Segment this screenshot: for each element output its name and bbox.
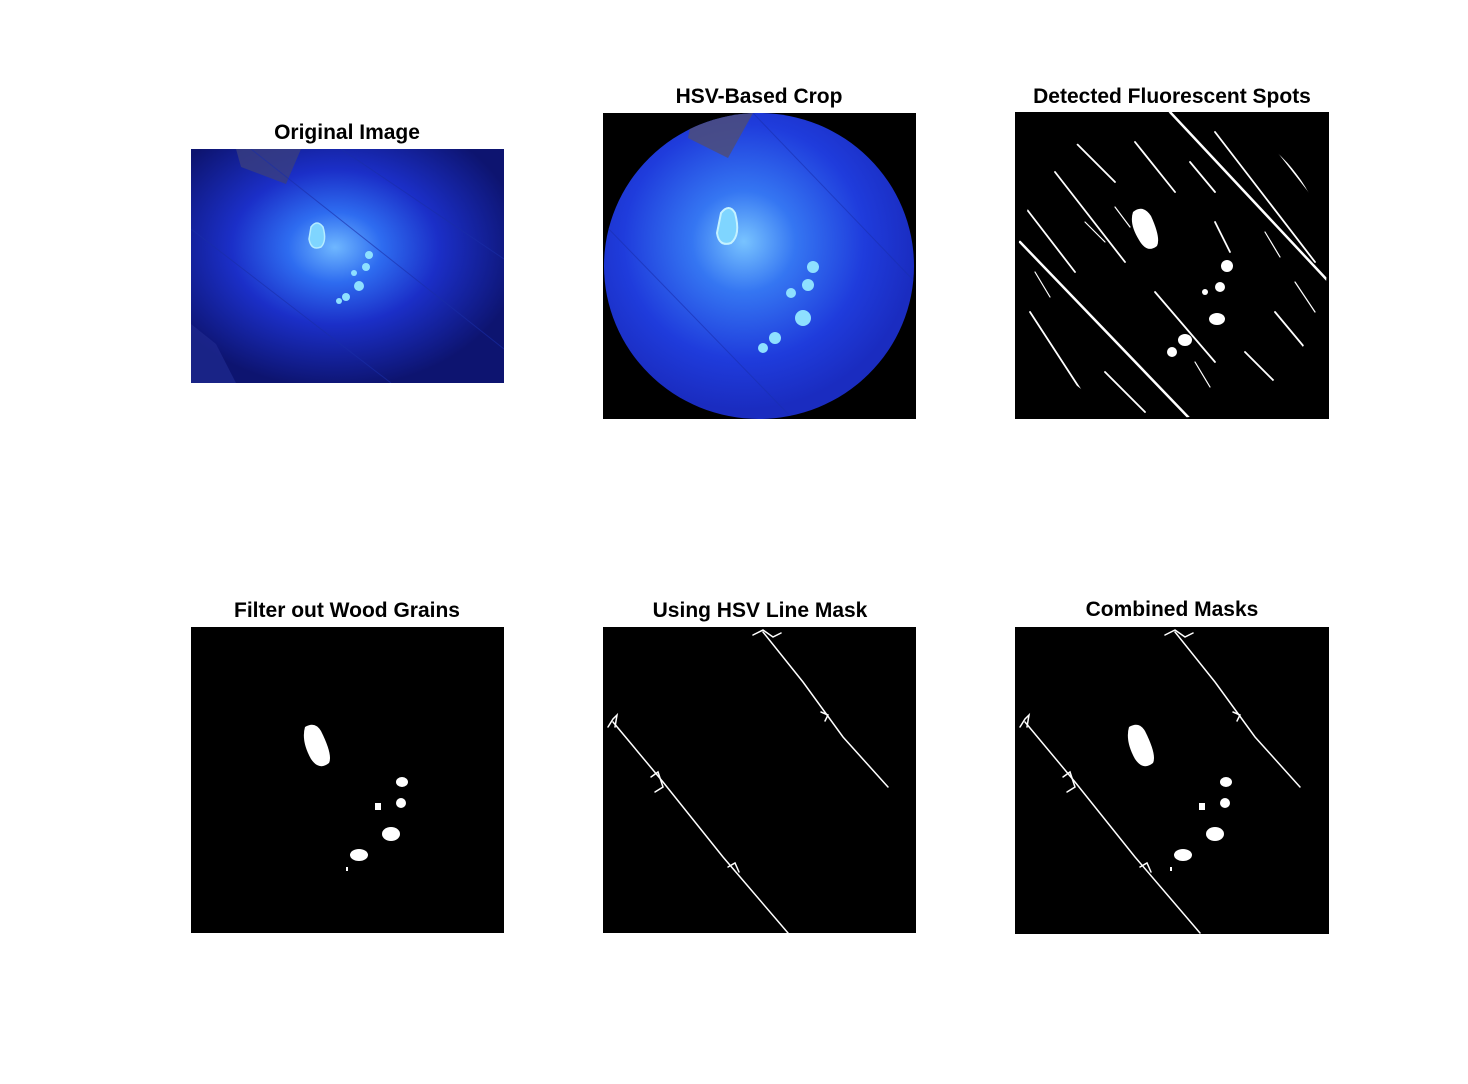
combined-masks-image	[1015, 627, 1329, 934]
hsv-based-crop-image	[603, 113, 916, 419]
filter-out-wood-grains-image	[191, 627, 504, 933]
original-image	[191, 149, 504, 383]
panel-title-combined-masks: Combined Masks	[1085, 598, 1259, 621]
panel-title-using-hsv-line-mask: Using HSV Line Mask	[652, 599, 868, 622]
panel-title-original-image: Original Image	[274, 121, 420, 144]
panel-title-hsv-based-crop: HSV-Based Crop	[675, 85, 843, 108]
using-hsv-line-mask-image	[603, 627, 916, 933]
detected-fluorescent-spots-image	[1015, 112, 1329, 419]
panel-title-detected-fluorescent-spots: Detected Fluorescent Spots	[1033, 85, 1311, 108]
panel-title-filter-out-wood-grains: Filter out Wood Grains	[234, 599, 460, 622]
